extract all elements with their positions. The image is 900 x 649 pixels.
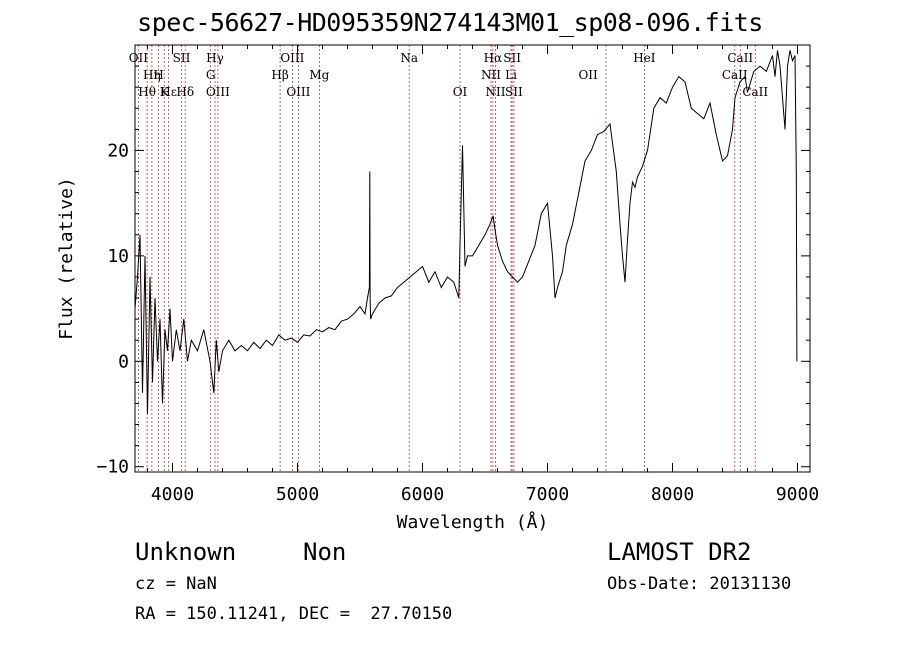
plot-frame: [134, 44, 811, 473]
y-tick-label: 0: [118, 351, 129, 372]
line-label: CaII: [742, 85, 768, 99]
x-tick-label: 6000: [401, 484, 444, 505]
line-label: SII: [505, 85, 523, 99]
line-label: OII: [129, 51, 149, 65]
subclass-label: Non: [303, 538, 347, 566]
y-tick-label: 20: [107, 140, 129, 161]
line-label: CaII: [722, 68, 748, 82]
axis-ticks-group: 4000 5000 6000 7000 8000 9000 −10 0 10 20: [96, 45, 819, 505]
line-label: Hε: [160, 85, 177, 99]
spectrum-line: [134, 50, 798, 415]
line-label: Na: [400, 51, 418, 65]
line-label: HeI: [633, 51, 656, 65]
line-label: OII: [578, 68, 598, 82]
line-label: K: [160, 85, 170, 99]
x-tick-label: 9000: [776, 484, 819, 505]
line-label: SII: [503, 51, 521, 65]
line-label: OIII: [206, 85, 230, 99]
line-label: H: [153, 68, 163, 82]
coords-label: RA = 150.11241, DEC = 27.70150: [135, 604, 453, 624]
y-axis-label: Flux (relative): [56, 177, 77, 340]
line-label: OI: [453, 85, 468, 99]
line-markers-group: [137, 45, 756, 472]
y-tick-label: 10: [107, 246, 129, 267]
y-tick-label: −10: [96, 457, 129, 478]
line-label: Mg: [309, 68, 329, 82]
line-label: OIII: [280, 51, 304, 65]
line-labels-group: OII HηH Hθ HεK SII Hδ Hγ G OIII OIII Hβ OIII Mg Na OI H…: [129, 51, 769, 99]
line-label: Hβ: [271, 68, 288, 82]
x-tick-label: 7000: [526, 484, 569, 505]
x-axis-label: Wavelength (Å): [397, 511, 549, 533]
chart-title: spec-56627-HD095359N274143M01_sp08-096.f…: [137, 8, 763, 37]
line-label: NII: [486, 85, 506, 99]
line-label: Hθ: [138, 85, 156, 99]
line-label: OIII: [286, 85, 310, 99]
class-label: Unknown: [135, 538, 237, 566]
spectrum-group: [134, 50, 798, 415]
line-label: Hδ: [176, 85, 194, 99]
line-label: NII: [481, 68, 501, 82]
x-tick-label: 5000: [276, 484, 319, 505]
obs-date-label: Obs-Date: 20131130: [607, 574, 792, 594]
line-label: Li: [505, 68, 517, 82]
line-label: Hγ: [206, 51, 224, 65]
line-label: Hη: [143, 68, 161, 82]
line-label: CaII: [727, 51, 753, 65]
line-label: G: [206, 68, 216, 82]
line-label: SII: [173, 51, 191, 65]
x-tick-label: 8000: [651, 484, 694, 505]
x-tick-label: 4000: [151, 484, 194, 505]
line-label: Hα: [484, 51, 503, 65]
survey-label: LAMOST DR2: [607, 538, 752, 566]
cz-label: cz = NaN: [135, 574, 217, 594]
